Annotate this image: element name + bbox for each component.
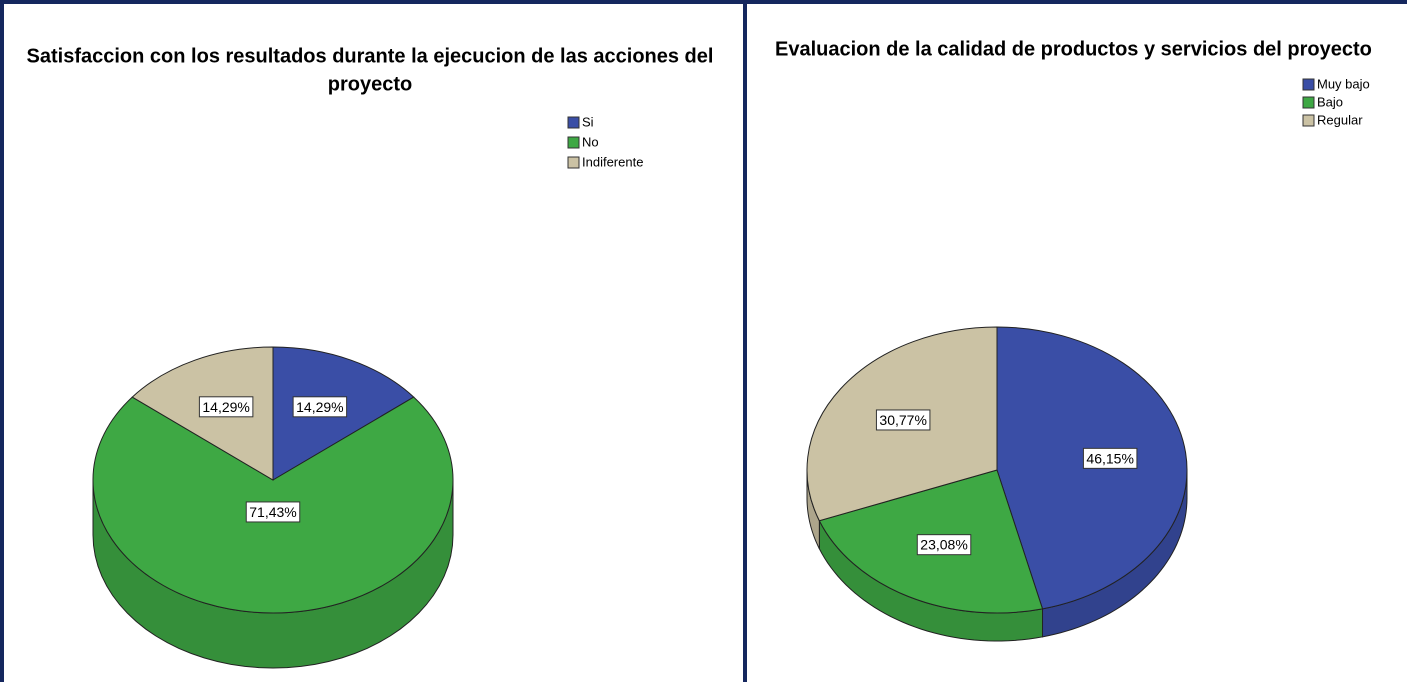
legend-label: Si [582, 114, 594, 129]
legend-swatch [567, 136, 580, 149]
label-box [916, 534, 972, 556]
chart-title: Evaluacion de la calidad de productos y … [775, 38, 1372, 60]
data-label: 30,77% [879, 412, 926, 428]
legend-swatch [1302, 96, 1315, 109]
legend-label: Regular [1317, 112, 1363, 127]
legend-swatch [1302, 114, 1315, 127]
legend-label: Bajo [1317, 94, 1343, 109]
legend-label: No [582, 134, 599, 149]
chart-title: proyecto [328, 73, 412, 95]
label-box [245, 501, 301, 523]
data-label: 14,29% [296, 399, 343, 415]
data-label: 14,29% [202, 399, 249, 415]
legend-label: Indiferente [582, 154, 643, 169]
legend-swatch [567, 116, 580, 129]
legend-swatch [1302, 78, 1315, 91]
label-box [875, 409, 931, 431]
chart-title: Satisfaccion con los resultados durante … [27, 45, 714, 67]
legend-label: Muy bajo [1317, 76, 1370, 91]
legend-swatch [567, 156, 580, 169]
panel-frame [743, 0, 1407, 682]
label-box [1082, 447, 1138, 469]
label-box [198, 396, 254, 418]
label-box [292, 396, 348, 418]
data-label: 71,43% [249, 504, 296, 520]
data-label: 23,08% [920, 537, 967, 553]
data-label: 46,15% [1086, 450, 1133, 466]
